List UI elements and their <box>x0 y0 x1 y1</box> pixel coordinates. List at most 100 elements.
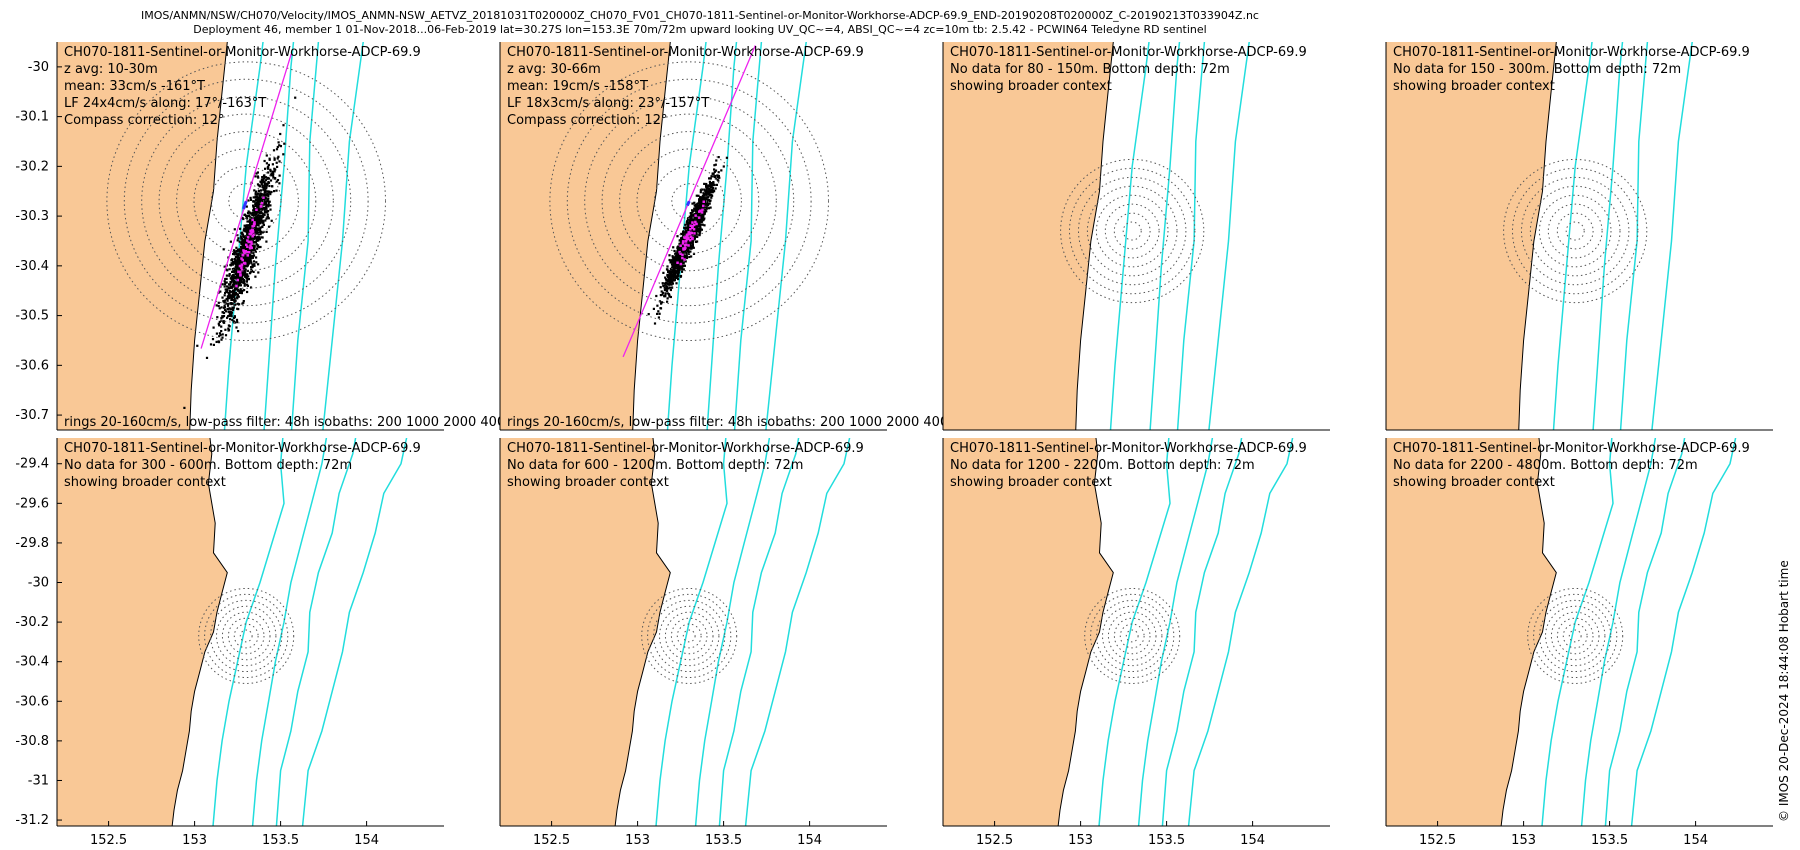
scatter-point <box>228 286 232 289</box>
scatter-point <box>669 280 672 283</box>
scatter-point <box>221 283 224 286</box>
speed-ring <box>1562 623 1588 649</box>
isobath-1 <box>1098 438 1171 826</box>
scatter-point <box>676 247 679 250</box>
scatter-point <box>246 217 249 220</box>
panel-info-line: z avg: 30-66m <box>507 62 601 77</box>
scatter-point <box>245 224 248 227</box>
scatter-point <box>688 215 691 218</box>
scatter-point <box>263 207 266 210</box>
isobath-2 <box>263 42 295 430</box>
scatter-point <box>237 276 240 279</box>
scatter-point <box>699 226 702 229</box>
speed-ring <box>1086 185 1178 277</box>
scatter-point <box>659 286 662 289</box>
scatter-point <box>677 268 680 272</box>
scatter-point <box>678 242 681 245</box>
plot-area <box>57 42 444 430</box>
scatter-point <box>243 227 246 230</box>
scatter-point <box>700 200 703 203</box>
scatter-point <box>257 211 260 214</box>
scatter-point <box>231 318 234 322</box>
scatter-point <box>251 236 255 240</box>
scatter-point <box>282 124 285 127</box>
lf-point <box>691 226 694 229</box>
scatter-point <box>676 256 679 259</box>
scatter-point <box>682 264 685 268</box>
speed-ring <box>1550 611 1600 661</box>
scatter-point <box>255 201 258 204</box>
scatter-point <box>255 190 258 193</box>
lf-point <box>248 240 251 244</box>
lf-point <box>242 261 246 265</box>
scatter-point <box>283 142 286 145</box>
scatter-point <box>675 257 678 260</box>
scatter-point <box>276 157 279 160</box>
lf-point <box>676 261 679 264</box>
scatter-point <box>711 186 714 189</box>
lf-point <box>697 216 701 219</box>
speed-ring <box>601 113 777 289</box>
scatter-point <box>231 285 235 288</box>
speed-ring <box>1547 203 1603 259</box>
scatter-point <box>710 193 713 197</box>
scatter-point <box>708 189 711 192</box>
scatter-point <box>671 286 674 289</box>
scatter-point <box>229 263 232 267</box>
isobath-2 <box>1580 438 1657 826</box>
scatter-point <box>252 252 255 255</box>
plot-area <box>943 438 1330 826</box>
scatter-point <box>227 297 230 300</box>
scatter-point <box>242 260 245 263</box>
scatter-point <box>713 175 716 178</box>
scatter-point <box>682 258 685 261</box>
scatter-point <box>706 187 710 190</box>
speed-ring <box>1113 212 1151 250</box>
land-area <box>1386 42 1557 430</box>
scatter-point <box>252 196 255 199</box>
panel-title: CH070-1811-Sentinel-or-Monitor-Workhorse… <box>507 441 864 456</box>
scatter-point <box>257 192 260 195</box>
scatter-point <box>236 254 240 257</box>
scatter-point <box>659 294 662 297</box>
scatter-point <box>260 182 263 186</box>
lf-point <box>689 224 692 227</box>
scatter-point <box>224 288 227 291</box>
scatter-point <box>227 292 230 295</box>
scatter-point <box>708 180 711 183</box>
scatter-point <box>275 180 278 183</box>
scatter-point <box>259 233 262 236</box>
lf-point <box>260 202 264 205</box>
scatter-point <box>679 274 683 278</box>
scatter-point <box>236 307 239 310</box>
scatter-point <box>239 249 242 252</box>
speed-ring <box>1102 605 1163 667</box>
scatter-point <box>690 245 693 249</box>
scatter-point <box>233 299 236 302</box>
scatter-point <box>684 229 688 232</box>
scatter-point <box>686 245 689 248</box>
scatter-point <box>236 257 239 260</box>
scatter-point <box>707 191 710 194</box>
lf-point <box>683 247 686 251</box>
scatter-point <box>278 160 281 163</box>
lf-point <box>253 222 256 226</box>
scatter-point <box>711 172 714 175</box>
scatter-point <box>259 192 262 195</box>
scatter-point <box>703 224 706 227</box>
scatter-point <box>259 227 262 230</box>
scatter-point <box>698 198 701 201</box>
lf-point <box>242 249 245 252</box>
scatter-point <box>689 242 692 245</box>
lf-point <box>695 222 698 226</box>
lf-point <box>681 240 685 243</box>
scatter-point <box>275 148 279 151</box>
scatter-point <box>704 192 707 196</box>
scatter-point <box>242 217 245 221</box>
scatter-point <box>684 232 687 235</box>
scatter-point <box>252 260 256 263</box>
isobath-4 <box>301 438 408 826</box>
scatter-point <box>258 217 261 220</box>
panel-2: CH070-1811-Sentinel-or-Monitor-Workhorse… <box>499 42 969 431</box>
scatter-point <box>245 276 248 279</box>
